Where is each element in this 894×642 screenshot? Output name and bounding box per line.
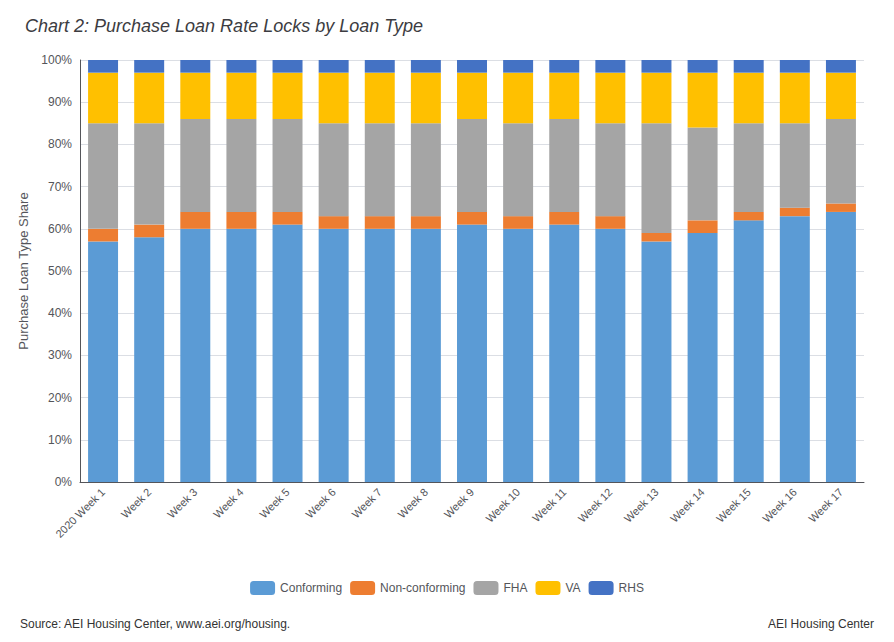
svg-text:Purchase Loan Type Share: Purchase Loan Type Share	[16, 192, 31, 349]
svg-text:VA: VA	[565, 581, 580, 595]
svg-text:Week 10: Week 10	[483, 486, 522, 525]
svg-text:Week 9: Week 9	[442, 486, 477, 521]
svg-text:Week 8: Week 8	[395, 486, 430, 521]
svg-text:2020 Week 1: 2020 Week 1	[53, 486, 107, 540]
svg-text:100%: 100%	[41, 53, 72, 67]
svg-text:10%: 10%	[48, 433, 72, 447]
svg-text:90%: 90%	[48, 95, 72, 109]
svg-text:Non-conforming: Non-conforming	[380, 581, 465, 595]
svg-text:Week 2: Week 2	[119, 486, 154, 521]
svg-text:RHS: RHS	[619, 581, 644, 595]
svg-text:Week 17: Week 17	[806, 486, 845, 525]
svg-text:Week 16: Week 16	[760, 486, 799, 525]
svg-text:Week 5: Week 5	[257, 486, 292, 521]
svg-text:Week 14: Week 14	[668, 486, 707, 525]
svg-text:Conforming: Conforming	[280, 581, 342, 595]
svg-text:30%: 30%	[48, 348, 72, 362]
svg-text:AEI Housing Center: AEI Housing Center	[768, 617, 874, 631]
svg-text:Week 11: Week 11	[530, 486, 568, 524]
svg-text:Week 4: Week 4	[211, 486, 246, 521]
svg-text:60%: 60%	[48, 222, 72, 236]
svg-text:70%: 70%	[48, 180, 72, 194]
svg-text:20%: 20%	[48, 391, 72, 405]
svg-text:Week 7: Week 7	[349, 486, 384, 521]
svg-text:0%: 0%	[55, 475, 73, 489]
svg-text:Chart 2: Purchase Loan Rate Lo: Chart 2: Purchase Loan Rate Locks by Loa…	[25, 16, 423, 36]
svg-text:Source: AEI Housing Center, ww: Source: AEI Housing Center, www.aei.org/…	[20, 617, 290, 631]
svg-text:Week 6: Week 6	[303, 486, 338, 521]
svg-text:Week 12: Week 12	[576, 486, 615, 525]
svg-text:Week 13: Week 13	[622, 486, 661, 525]
svg-text:40%: 40%	[48, 306, 72, 320]
svg-text:50%: 50%	[48, 264, 72, 278]
svg-text:80%: 80%	[48, 137, 72, 151]
svg-text:Week 3: Week 3	[165, 486, 200, 521]
svg-text:Week 15: Week 15	[714, 486, 753, 525]
svg-text:FHA: FHA	[503, 581, 527, 595]
